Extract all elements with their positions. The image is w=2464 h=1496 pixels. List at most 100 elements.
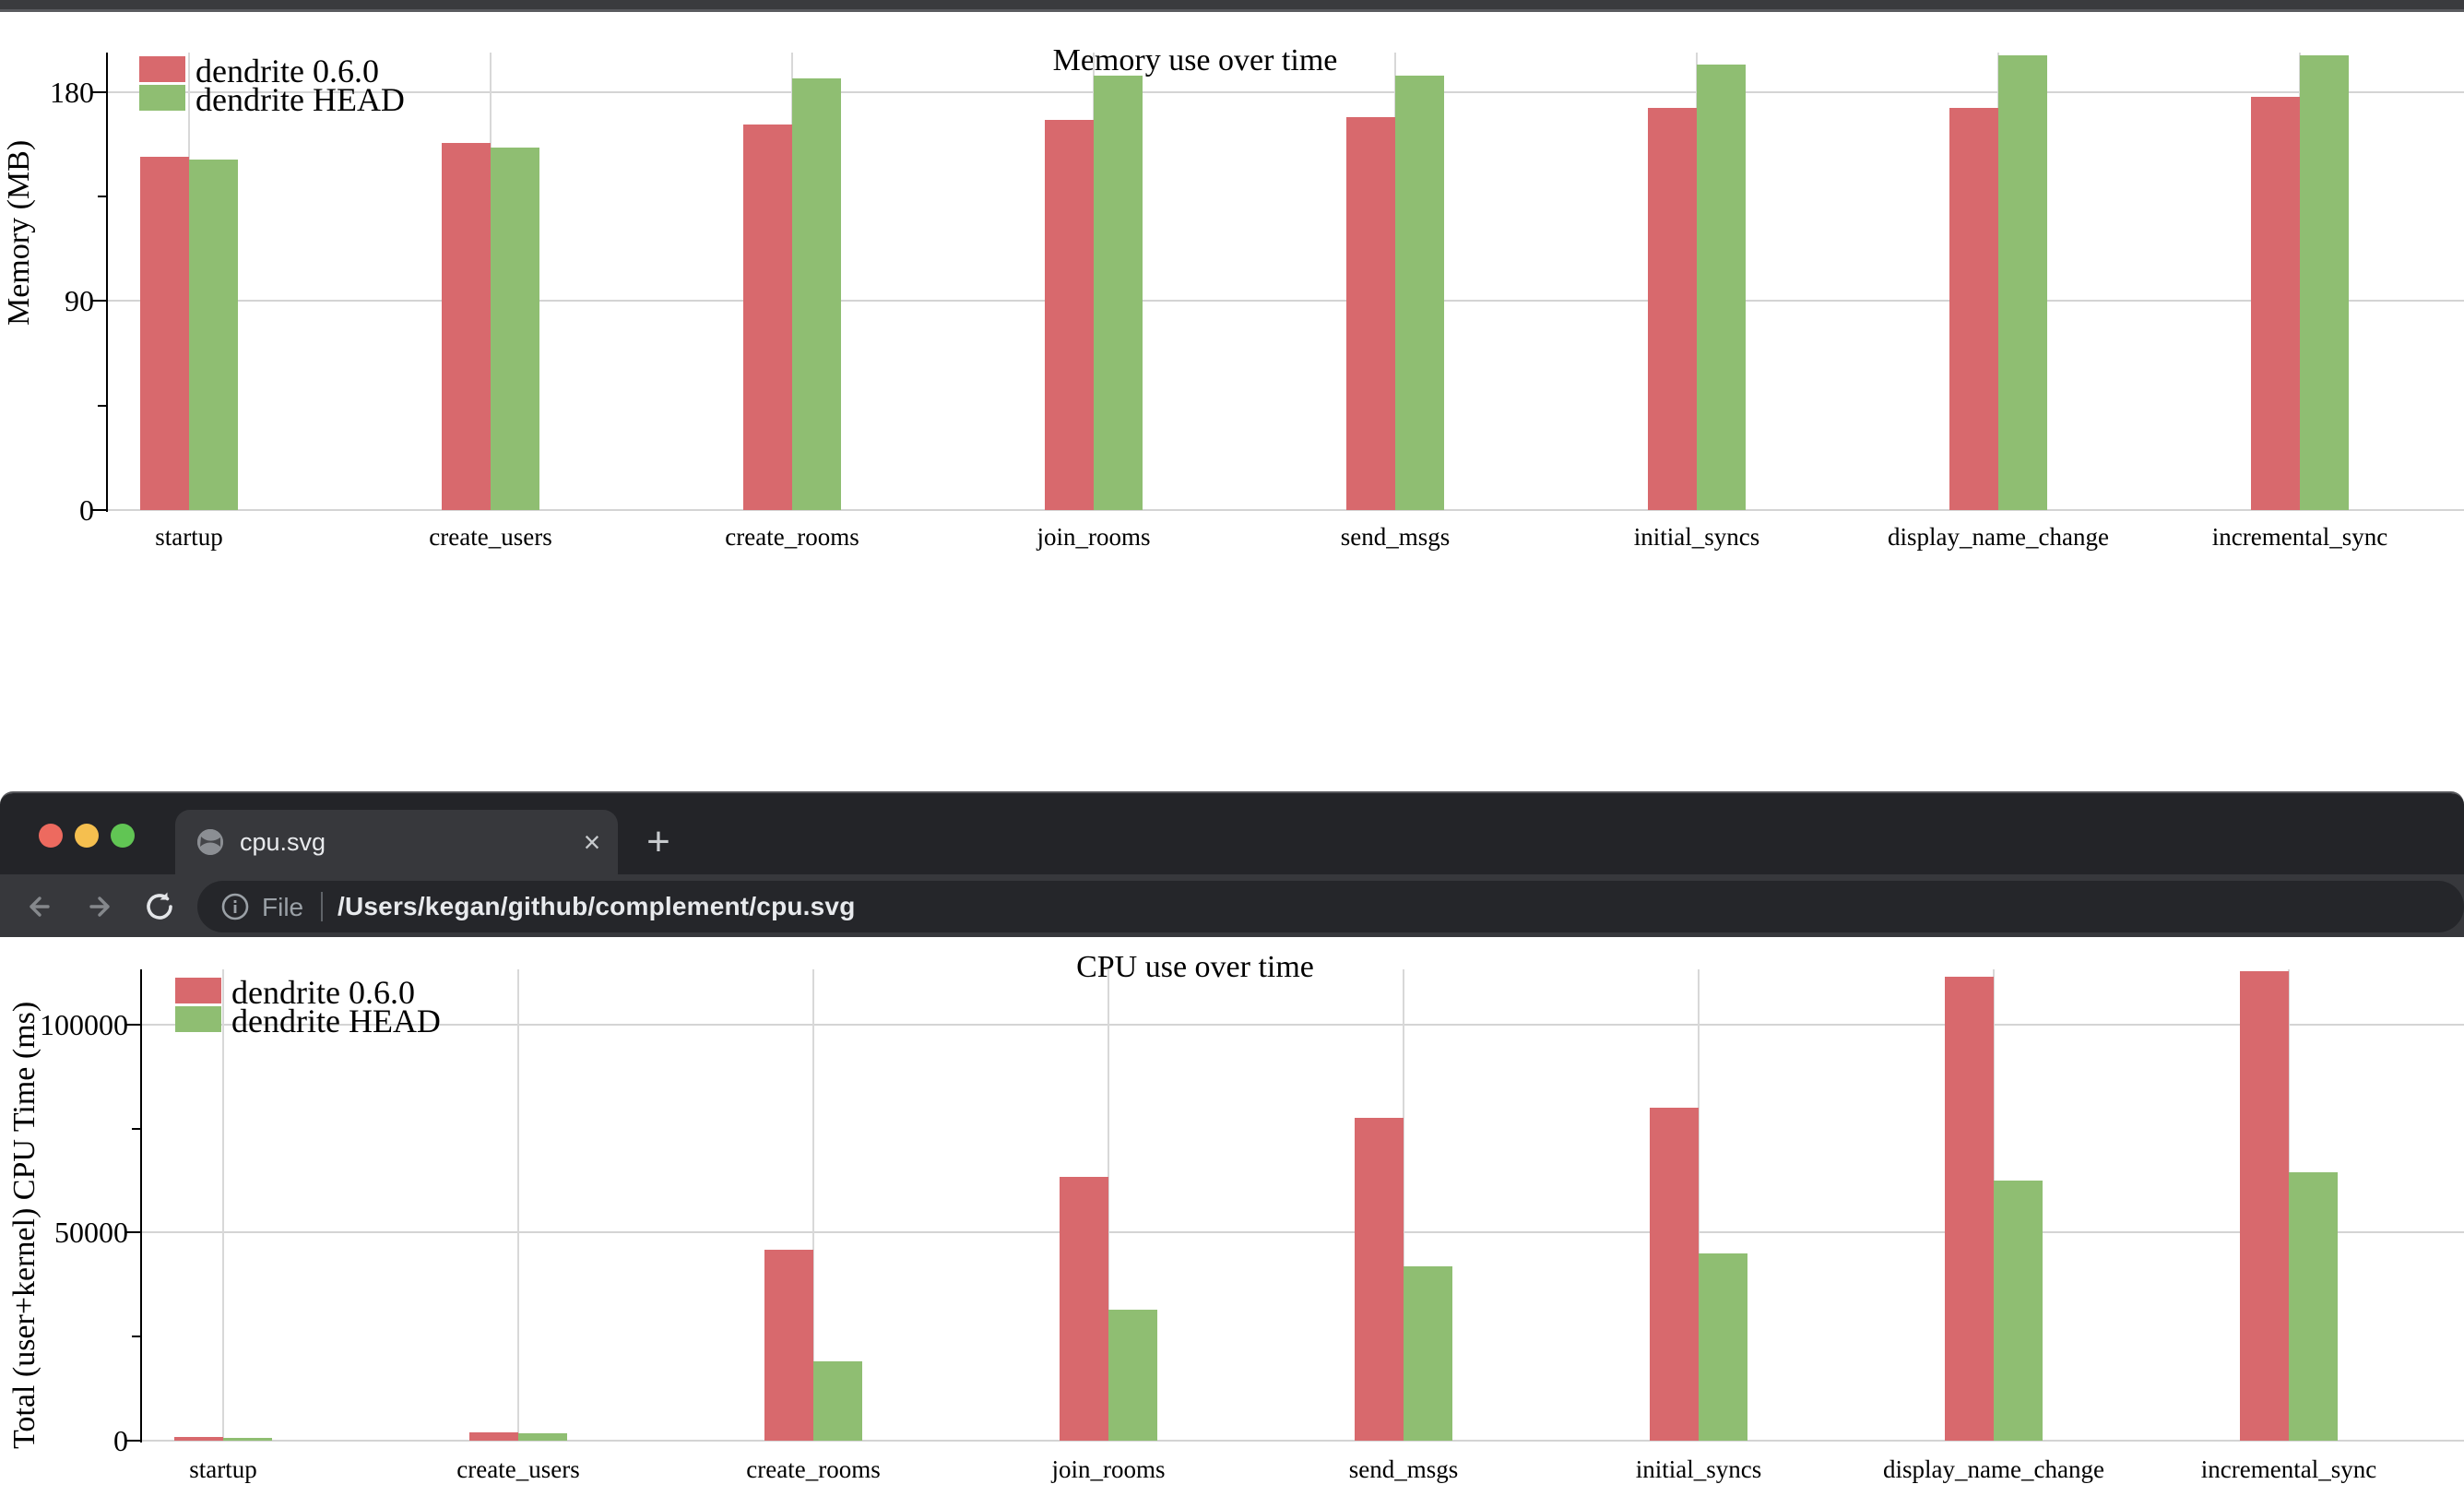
new-tab-button[interactable]: + <box>646 819 670 864</box>
reload-icon[interactable] <box>140 887 179 926</box>
legend-label-dendrite-head: dendrite HEAD <box>231 1003 441 1039</box>
bar-initial_syncs-head <box>1697 64 1746 510</box>
info-icon[interactable] <box>221 893 249 920</box>
bar-join_rooms-head <box>1108 1309 1157 1441</box>
y-axis-line <box>140 969 142 1443</box>
bar-join_rooms-v060 <box>1045 120 1094 510</box>
major-tick-100000 <box>126 1023 141 1026</box>
gridline-90 <box>107 300 2464 303</box>
bar-join_rooms-head <box>1094 76 1143 510</box>
legend-label-dendrite-060: dendrite 0.6.0 <box>195 53 379 89</box>
tab-title: cpu.svg <box>240 828 326 856</box>
bar-create_rooms-v060 <box>743 125 792 510</box>
category-label-initial_syncs: initial_syncs <box>1633 523 1760 551</box>
legend-swatch-dendrite-head <box>175 1006 221 1032</box>
bar-create_rooms-v060 <box>764 1249 813 1441</box>
y-axis-line <box>106 53 108 512</box>
tick-label-0: 0 <box>113 1424 128 1457</box>
legend-label-dendrite-head: dendrite HEAD <box>195 81 405 118</box>
gridline-180 <box>107 90 2464 93</box>
category-label-create_rooms: create_rooms <box>746 1455 881 1483</box>
bar-send_msgs-v060 <box>1355 1118 1404 1441</box>
traffic-light-close-button[interactable] <box>39 824 63 848</box>
bar-display_name_change-head <box>1994 1181 2043 1441</box>
major-tick-50000 <box>126 1231 141 1234</box>
bar-create_users-head <box>491 148 539 510</box>
bar-initial_syncs-v060 <box>1650 1108 1699 1441</box>
bar-create_rooms-head <box>813 1361 862 1441</box>
tab-cpu-svg[interactable]: cpu.svg × <box>175 810 618 874</box>
category-label-join_rooms: join_rooms <box>1037 523 1151 551</box>
url-scheme-label: File <box>262 893 304 921</box>
legend-label-dendrite-060: dendrite 0.6.0 <box>231 974 415 1011</box>
bar-startup-head <box>189 159 238 510</box>
category-label-display_name_change: display_name_change <box>1883 1455 2104 1483</box>
tick-label-0: 0 <box>79 493 94 527</box>
memory-chart: Memory use over time Memory (MB) 0 90 180 s… <box>0 12 2464 790</box>
tab-strip: cpu.svg × + <box>0 793 2464 874</box>
memory-chart-title: Memory use over time <box>1052 43 1338 77</box>
major-tick-180 <box>92 90 107 93</box>
url-bar[interactable]: File /Users/kegan/github/complement/cpu.… <box>197 881 2464 932</box>
gridline-create_rooms <box>812 969 814 1441</box>
minor-tick-45 <box>98 404 107 407</box>
bar-display_name_change-v060 <box>1949 108 1998 510</box>
bar-send_msgs-head <box>1395 76 1444 510</box>
category-label-create_rooms: create_rooms <box>725 523 859 551</box>
gridline-join_rooms <box>1108 969 1109 1441</box>
tick-label-180: 180 <box>50 75 94 109</box>
cpu-chart: CPU use over time Total (user+kernel) CP… <box>0 937 2464 1496</box>
tick-label-100000: 100000 <box>40 1007 128 1041</box>
minor-tick-75000 <box>132 1127 141 1130</box>
bar-incremental_sync-v060 <box>2251 96 2300 510</box>
bar-create_rooms-head <box>792 77 841 510</box>
bar-startup-v060 <box>174 1437 223 1441</box>
category-label-send_msgs: send_msgs <box>1348 1455 1459 1483</box>
legend-swatch-dendrite-head <box>139 85 185 111</box>
forward-button[interactable] <box>80 887 119 926</box>
background-window-edge-highlight <box>0 9 2464 12</box>
traffic-light-minimize-button[interactable] <box>75 824 99 848</box>
bar-create_users-v060 <box>469 1432 518 1441</box>
category-label-startup: startup <box>155 523 223 551</box>
back-button[interactable] <box>20 887 59 926</box>
category-label-create_users: create_users <box>456 1455 580 1483</box>
bar-send_msgs-head <box>1404 1265 1452 1441</box>
category-label-display_name_change: display_name_change <box>1888 523 2109 551</box>
bar-create_users-v060 <box>442 143 491 510</box>
bar-display_name_change-head <box>1998 54 2047 510</box>
browser-window: cpu.svg × + File <box>0 791 2464 937</box>
background-window-edge <box>0 0 2464 9</box>
gridline-send_msgs <box>1403 969 1404 1441</box>
category-label-startup: startup <box>189 1455 257 1483</box>
gridline-100000 <box>141 1023 2464 1026</box>
url-separator <box>321 892 323 921</box>
cpu-chart-title: CPU use over time <box>1076 950 1314 984</box>
bar-initial_syncs-v060 <box>1648 108 1697 510</box>
gridline-create_users <box>517 969 519 1441</box>
bar-create_users-head <box>518 1432 567 1441</box>
bar-incremental_sync-head <box>2300 54 2349 510</box>
category-label-incremental_sync: incremental_sync <box>2200 1455 2377 1483</box>
gridline-50000 <box>141 1231 2464 1234</box>
category-label-incremental_sync: incremental_sync <box>2211 523 2388 551</box>
gridline-0 <box>141 1440 2464 1442</box>
url-text[interactable]: /Users/kegan/github/complement/cpu.svg <box>338 892 856 920</box>
bar-incremental_sync-v060 <box>2240 971 2289 1441</box>
traffic-light-zoom-button[interactable] <box>111 824 135 848</box>
category-label-send_msgs: send_msgs <box>1340 523 1451 551</box>
category-label-create_users: create_users <box>429 523 552 551</box>
bar-initial_syncs-head <box>1699 1253 1747 1441</box>
major-tick-0 <box>92 509 107 511</box>
gridline-0 <box>107 509 2464 511</box>
bar-incremental_sync-head <box>2289 1172 2338 1441</box>
category-label-join_rooms: join_rooms <box>1051 1455 1166 1483</box>
tab-close-icon[interactable]: × <box>583 825 601 859</box>
major-tick-0 <box>126 1440 141 1442</box>
tick-label-90: 90 <box>65 284 94 318</box>
globe-icon <box>197 829 223 855</box>
bar-send_msgs-v060 <box>1346 117 1395 510</box>
bar-display_name_change-v060 <box>1945 977 1994 1441</box>
legend-swatch-dendrite-060 <box>139 56 185 82</box>
